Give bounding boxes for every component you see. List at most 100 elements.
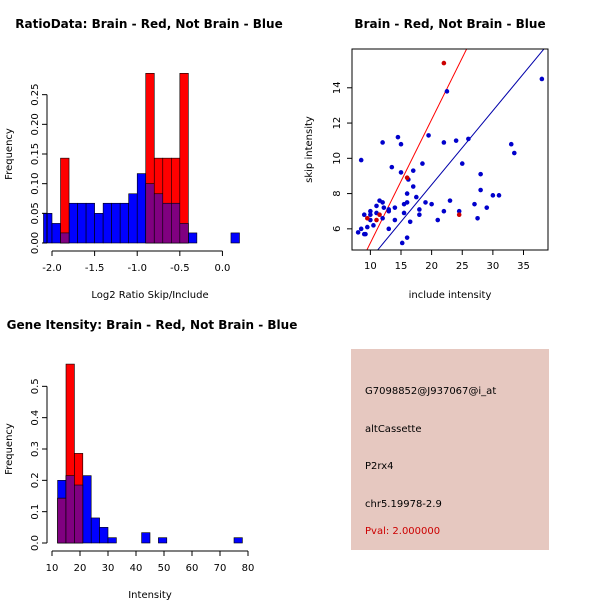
point-not-brain bbox=[407, 219, 413, 225]
point-not-brain bbox=[414, 194, 419, 200]
point-not-brain bbox=[404, 235, 410, 240]
x-tick-label: -2.0 bbox=[42, 263, 62, 274]
bar-not-brain bbox=[82, 475, 92, 544]
point-not-brain bbox=[398, 141, 404, 147]
point-not-brain bbox=[355, 230, 361, 235]
point-not-brain bbox=[380, 200, 385, 205]
bar-not-brain bbox=[141, 532, 151, 544]
point-not-brain bbox=[484, 205, 490, 210]
y-axis-label: Frequency bbox=[4, 423, 15, 475]
gene-name-text: P2rx4 bbox=[365, 461, 394, 472]
bar-overlap bbox=[65, 475, 75, 544]
point-not-brain bbox=[444, 89, 450, 94]
probe-id-text: G7098852@J937067@i_at bbox=[365, 386, 497, 397]
y-axis-label: Frequency bbox=[4, 128, 15, 180]
bar-overlap bbox=[145, 183, 155, 244]
point-not-brain bbox=[381, 205, 387, 210]
point-not-brain bbox=[404, 191, 410, 196]
point-not-brain bbox=[475, 215, 480, 221]
bar-overlap bbox=[74, 484, 84, 544]
x-tick-label: 0.0 bbox=[214, 263, 230, 274]
point-brain bbox=[374, 217, 379, 223]
bar-overlap bbox=[57, 497, 67, 544]
point-not-brain bbox=[380, 215, 385, 221]
x-tick-label: -1.0 bbox=[127, 263, 147, 274]
x-tick-label: 40 bbox=[130, 563, 143, 574]
point-not-brain bbox=[447, 198, 453, 203]
bar-overlap bbox=[171, 202, 181, 244]
bar-brain bbox=[179, 73, 189, 244]
point-not-brain bbox=[539, 76, 545, 82]
point-not-brain bbox=[401, 210, 407, 216]
bar-overlap bbox=[179, 223, 189, 244]
y-tick-label: 0.10 bbox=[30, 173, 41, 195]
y-tick-label: 0.25 bbox=[30, 84, 41, 106]
bar-not-brain bbox=[43, 213, 53, 244]
y-tick-label: 0.05 bbox=[30, 202, 41, 224]
location-text: chr5.19978-2.9 bbox=[365, 499, 442, 510]
bar-not-brain bbox=[158, 537, 168, 544]
y-tick-label: 0.20 bbox=[30, 113, 41, 135]
point-not-brain bbox=[441, 140, 447, 145]
y-tick-label: 14 bbox=[332, 81, 343, 94]
x-tick-label: 60 bbox=[186, 563, 199, 574]
point-not-brain bbox=[386, 207, 392, 212]
bar-overlap bbox=[162, 202, 172, 244]
point-not-brain bbox=[361, 212, 367, 218]
point-not-brain bbox=[386, 226, 392, 232]
probe-info-panel: G7098852@J937067@i_at altCassette P2rx4 … bbox=[351, 349, 549, 550]
bar-not-brain bbox=[77, 202, 87, 244]
point-not-brain bbox=[404, 200, 410, 205]
point-not-brain bbox=[496, 193, 502, 198]
y-tick-label: 6 bbox=[332, 226, 343, 232]
point-not-brain bbox=[398, 170, 404, 175]
point-brain bbox=[377, 212, 382, 218]
bar-not-brain bbox=[94, 213, 104, 244]
point-not-brain bbox=[472, 201, 477, 207]
point-not-brain bbox=[368, 208, 373, 214]
y-axis-label: skip intensity bbox=[304, 116, 315, 183]
bar-not-brain bbox=[90, 517, 100, 544]
x-tick-label: 10 bbox=[364, 261, 377, 272]
y-tick-label: 0.3 bbox=[30, 441, 41, 457]
point-not-brain bbox=[423, 200, 428, 205]
point-brain bbox=[404, 175, 410, 181]
x-tick-label: 20 bbox=[425, 261, 438, 272]
point-not-brain bbox=[358, 226, 364, 232]
point-brain bbox=[365, 215, 370, 221]
bar-not-brain bbox=[99, 527, 109, 544]
bar-not-brain bbox=[119, 202, 129, 244]
point-not-brain bbox=[508, 141, 514, 147]
point-not-brain bbox=[395, 134, 401, 140]
point-not-brain bbox=[368, 212, 373, 218]
point-not-brain bbox=[374, 203, 379, 209]
bar-not-brain bbox=[102, 202, 112, 244]
bar-not-brain bbox=[51, 223, 61, 244]
point-not-brain bbox=[380, 140, 385, 145]
point-not-brain bbox=[435, 217, 441, 223]
x-tick-label: 50 bbox=[158, 563, 171, 574]
x-tick-label: -1.5 bbox=[85, 263, 105, 274]
y-tick-label: 8 bbox=[332, 190, 343, 196]
y-tick-label: 0.1 bbox=[30, 504, 41, 520]
bar-not-brain bbox=[188, 232, 198, 244]
point-not-brain bbox=[456, 208, 462, 214]
bar-not-brain bbox=[68, 202, 78, 244]
y-tick-label: 10 bbox=[332, 152, 343, 165]
bar-not-brain bbox=[230, 232, 240, 244]
point-not-brain bbox=[392, 205, 398, 210]
y-tick-label: 12 bbox=[332, 117, 343, 130]
point-not-brain bbox=[399, 240, 405, 246]
point-not-brain bbox=[361, 231, 367, 237]
y-tick-label: 0.15 bbox=[30, 143, 41, 165]
point-not-brain bbox=[358, 157, 364, 163]
x-tick-label: 80 bbox=[242, 563, 255, 574]
bar-overlap bbox=[60, 232, 70, 244]
point-not-brain bbox=[490, 193, 496, 198]
event-type-text: altCassette bbox=[365, 424, 422, 435]
x-tick-label: -0.5 bbox=[170, 263, 190, 274]
gene-intensity-histogram: 0.0 0.1 0.2 0.3 0.4 0.5 10 20 30 40 50 60 70 80 Gene I… bbox=[4, 318, 297, 600]
x-axis-label: include intensity bbox=[409, 290, 492, 301]
bar-not-brain bbox=[128, 193, 138, 244]
